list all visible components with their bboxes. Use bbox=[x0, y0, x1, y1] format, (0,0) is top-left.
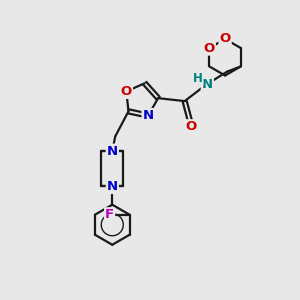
Text: O: O bbox=[220, 32, 231, 46]
Text: H: H bbox=[193, 72, 202, 85]
Text: O: O bbox=[204, 42, 215, 55]
Text: F: F bbox=[105, 208, 114, 221]
Text: N: N bbox=[107, 145, 118, 158]
Text: N: N bbox=[107, 180, 118, 193]
Text: O: O bbox=[121, 85, 132, 98]
Text: O: O bbox=[185, 120, 196, 133]
Text: N: N bbox=[202, 78, 213, 91]
Text: N: N bbox=[142, 109, 154, 122]
